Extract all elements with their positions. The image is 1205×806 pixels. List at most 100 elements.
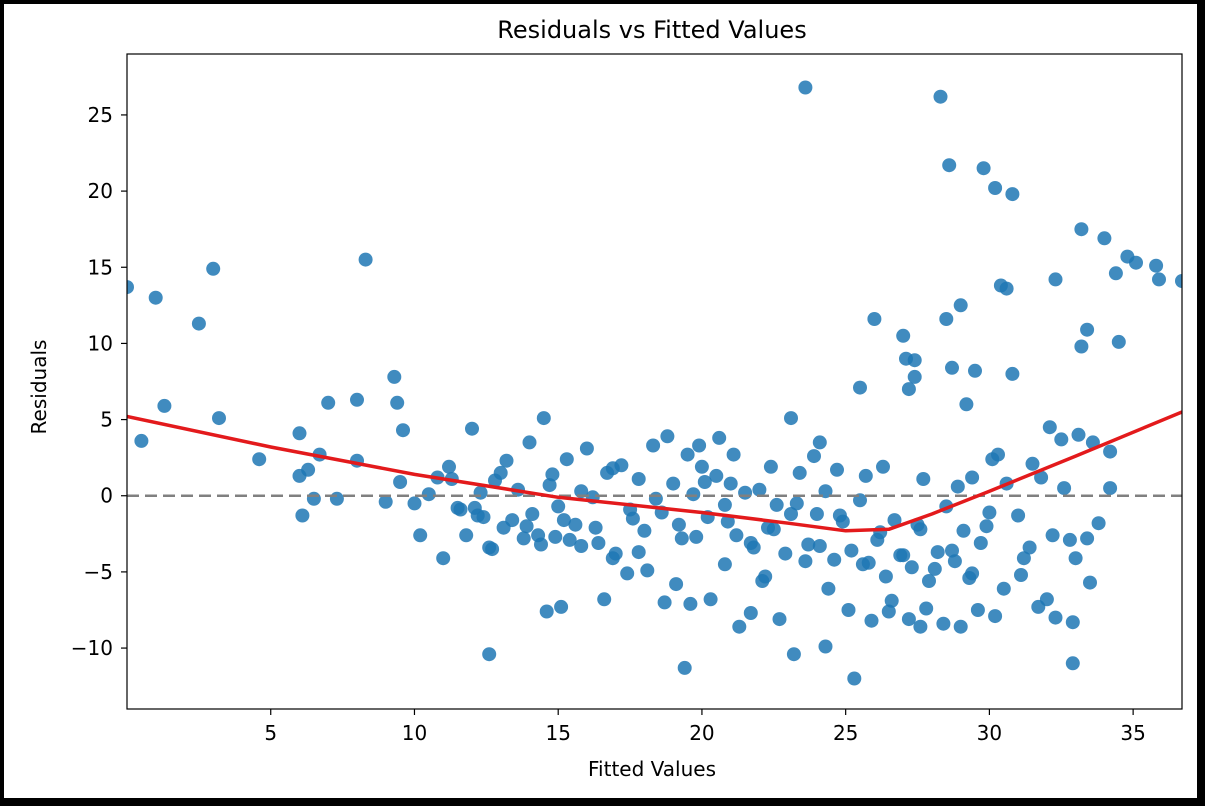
data-point <box>1108 266 1123 281</box>
data-point <box>669 577 684 592</box>
data-point <box>798 80 813 95</box>
chart-title: Residuals vs Fitted Values <box>497 16 806 44</box>
data-point <box>907 369 922 384</box>
data-point <box>717 557 732 572</box>
data-point <box>812 435 827 450</box>
data-point <box>1097 231 1112 246</box>
data-point <box>789 496 804 511</box>
data-point <box>950 479 965 494</box>
data-point <box>884 593 899 608</box>
data-point <box>784 507 798 521</box>
data-point <box>916 472 931 486</box>
data-point <box>637 523 652 538</box>
data-point <box>459 528 474 543</box>
data-point <box>1129 255 1143 270</box>
data-point <box>542 478 557 493</box>
data-point <box>295 508 310 523</box>
data-point <box>648 491 663 506</box>
data-point <box>660 429 675 444</box>
data-point <box>901 612 916 627</box>
y-tick-label: 20 <box>88 179 113 203</box>
x-tick-label: 30 <box>977 721 1002 745</box>
data-point <box>1054 432 1069 447</box>
data-point <box>841 603 856 617</box>
data-point <box>712 430 727 445</box>
data-point <box>321 395 336 410</box>
data-point <box>893 548 908 563</box>
data-point <box>864 613 879 628</box>
data-point <box>421 487 436 502</box>
data-point <box>473 485 488 500</box>
data-point <box>743 536 758 550</box>
data-point <box>1016 551 1031 566</box>
data-point <box>881 604 896 619</box>
data-point <box>968 363 982 378</box>
data-point <box>913 619 928 634</box>
data-point <box>393 475 408 489</box>
data-point <box>579 441 594 456</box>
plot-frame <box>126 53 1183 710</box>
data-point <box>844 543 859 558</box>
data-point <box>689 529 704 544</box>
data-point <box>703 592 718 607</box>
data-point <box>769 497 784 512</box>
data-point <box>766 522 781 537</box>
data-point <box>127 280 134 295</box>
data-point <box>887 513 902 528</box>
data-point <box>1014 568 1028 582</box>
data-point <box>680 447 695 462</box>
data-point <box>942 158 957 173</box>
data-point <box>646 438 661 453</box>
data-point <box>873 525 888 540</box>
data-point <box>252 452 267 467</box>
y-tick-label: 5 <box>100 408 113 432</box>
data-point <box>970 603 985 617</box>
data-point <box>640 563 655 578</box>
data-point <box>752 482 767 497</box>
data-point <box>832 508 847 523</box>
data-point <box>605 461 620 476</box>
data-point <box>683 596 698 611</box>
y-tick-label: 10 <box>88 331 113 355</box>
data-point <box>982 505 997 520</box>
data-point <box>157 398 172 413</box>
data-point <box>485 542 500 557</box>
data-point <box>493 465 508 480</box>
data-point <box>292 468 307 483</box>
data-point <box>329 491 344 506</box>
data-point <box>482 647 497 662</box>
data-point <box>999 281 1014 296</box>
data-point <box>1175 274 1182 288</box>
data-point <box>1065 656 1080 671</box>
data-point <box>953 298 968 313</box>
data-point <box>818 639 833 654</box>
data-point <box>933 89 948 104</box>
data-point <box>959 397 974 412</box>
data-point <box>559 452 574 467</box>
data-point <box>904 560 919 575</box>
data-point <box>945 360 959 375</box>
data-point <box>605 551 620 566</box>
data-point <box>539 604 554 619</box>
data-point <box>657 595 672 610</box>
data-point <box>988 609 1003 624</box>
data-point <box>496 520 511 535</box>
data-point <box>465 421 479 436</box>
x-tick-label: 10 <box>402 721 427 745</box>
data-point <box>743 606 758 620</box>
data-point <box>919 601 934 616</box>
data-point <box>801 537 816 552</box>
data-point <box>1022 540 1037 555</box>
data-point <box>1011 508 1026 523</box>
data-point <box>516 531 531 546</box>
data-point <box>784 411 798 426</box>
data-point <box>631 472 646 486</box>
data-point <box>1048 610 1063 625</box>
data-point <box>450 500 465 515</box>
data-point <box>212 411 226 426</box>
x-tick-label: 35 <box>1120 721 1145 745</box>
data-point <box>729 528 744 543</box>
data-point <box>574 539 589 553</box>
data-point <box>723 476 738 491</box>
data-point <box>1149 258 1164 273</box>
